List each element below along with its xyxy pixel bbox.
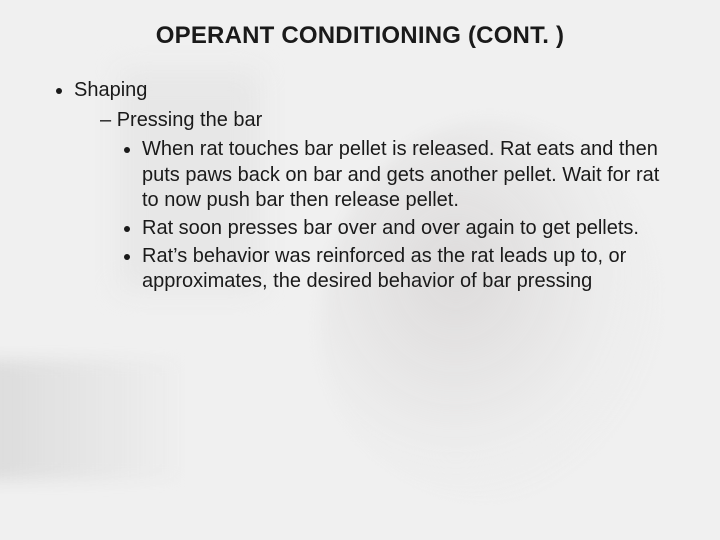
bullet-text: Rat soon presses bar over and over again… — [142, 217, 639, 239]
list-item: Pressing the bar When rat touches bar pe… — [100, 108, 680, 295]
list-item: Rat soon presses bar over and over again… — [142, 216, 680, 242]
list-item: Rat’s behavior was reinforced as the rat… — [142, 244, 680, 295]
list-item: Shaping Pressing the bar When rat touche… — [74, 78, 680, 295]
list-item: When rat touches bar pellet is released.… — [142, 137, 680, 214]
bullet-text: When rat touches bar pellet is released.… — [142, 138, 659, 211]
bullet-list-level-3: When rat touches bar pellet is released.… — [100, 137, 680, 295]
slide-title: OPERANT CONDITIONING (CONT. ) — [40, 22, 680, 50]
bullet-text: Rat’s behavior was reinforced as the rat… — [142, 245, 626, 293]
bullet-list-level-2: Pressing the bar When rat touches bar pe… — [74, 108, 680, 295]
bullet-text: Shaping — [74, 79, 147, 101]
bullet-list-level-1: Shaping Pressing the bar When rat touche… — [40, 78, 680, 295]
bullet-text: Pressing the bar — [117, 109, 263, 131]
slide-content: OPERANT CONDITIONING (CONT. ) Shaping Pr… — [0, 0, 720, 540]
